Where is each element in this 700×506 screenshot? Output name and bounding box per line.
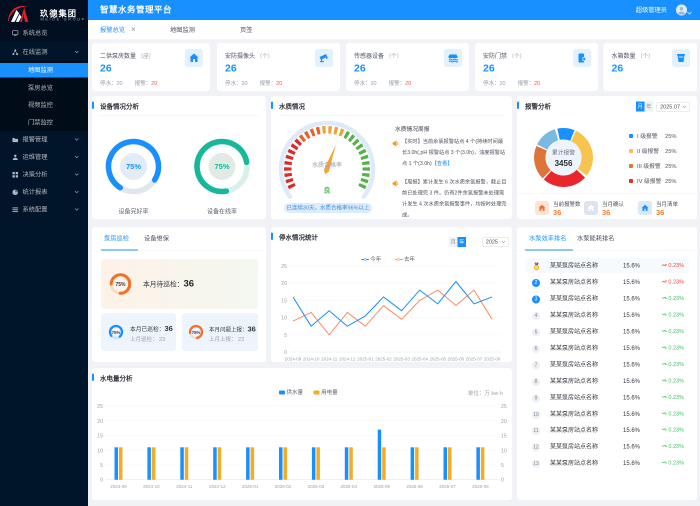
svg-text:2025-08: 2025-08: [484, 357, 501, 362]
svg-text:2025-04: 2025-04: [341, 484, 358, 489]
svg-text:10: 10: [281, 316, 287, 322]
svg-text:2024-12: 2024-12: [209, 484, 226, 489]
svg-text:3456: 3456: [555, 159, 573, 168]
svg-text:0: 0: [284, 350, 287, 356]
svg-text:75%: 75%: [112, 330, 121, 335]
svg-text:2025-05: 2025-05: [373, 484, 390, 489]
svg-text:2025-06: 2025-06: [406, 484, 423, 489]
svg-text:20: 20: [281, 281, 287, 287]
svg-text:20: 20: [501, 419, 507, 425]
svg-text:2024-09: 2024-09: [285, 357, 302, 362]
svg-text:5: 5: [284, 333, 287, 339]
svg-text:25: 25: [501, 404, 507, 410]
svg-text:2025-07: 2025-07: [439, 484, 456, 489]
svg-text:2024-11: 2024-11: [321, 357, 338, 362]
svg-text:75%: 75%: [126, 162, 141, 171]
svg-text:2025-01: 2025-01: [242, 484, 259, 489]
svg-text:15: 15: [97, 434, 103, 440]
svg-text:5: 5: [501, 463, 504, 469]
svg-text:25: 25: [281, 264, 287, 270]
svg-text:0: 0: [100, 478, 103, 484]
svg-text:2024-10: 2024-10: [143, 484, 160, 489]
svg-text:10: 10: [501, 448, 507, 454]
svg-text:水质合格率: 水质合格率: [312, 161, 342, 169]
svg-text:15: 15: [281, 298, 287, 304]
svg-text:2025-04: 2025-04: [411, 357, 428, 362]
svg-text:2024-10: 2024-10: [303, 357, 320, 362]
svg-text:2025-01: 2025-01: [357, 357, 374, 362]
svg-text:2025-03: 2025-03: [308, 484, 325, 489]
svg-text:2025-03: 2025-03: [393, 357, 410, 362]
svg-text:累计报警: 累计报警: [552, 149, 575, 157]
svg-text:2025-05: 2025-05: [430, 357, 447, 362]
svg-text:25: 25: [97, 404, 103, 410]
svg-text:10: 10: [97, 448, 103, 454]
svg-text:良: 良: [324, 186, 331, 195]
svg-text:2024-09: 2024-09: [110, 484, 127, 489]
svg-text:2025-07: 2025-07: [466, 357, 483, 362]
svg-text:2024-11: 2024-11: [176, 484, 193, 489]
svg-text:15: 15: [501, 434, 507, 440]
svg-text:2024-12: 2024-12: [339, 357, 356, 362]
svg-text:2025-08: 2025-08: [472, 484, 489, 489]
svg-text:2025-02: 2025-02: [375, 357, 392, 362]
svg-text:2025-06: 2025-06: [448, 357, 465, 362]
svg-text:0: 0: [501, 478, 504, 484]
svg-text:75%: 75%: [214, 162, 229, 171]
svg-text:75%: 75%: [192, 330, 201, 335]
svg-text:2025-02: 2025-02: [275, 484, 292, 489]
svg-text:75%: 75%: [115, 282, 126, 288]
svg-text:5: 5: [100, 463, 103, 469]
svg-text:20: 20: [97, 419, 103, 425]
